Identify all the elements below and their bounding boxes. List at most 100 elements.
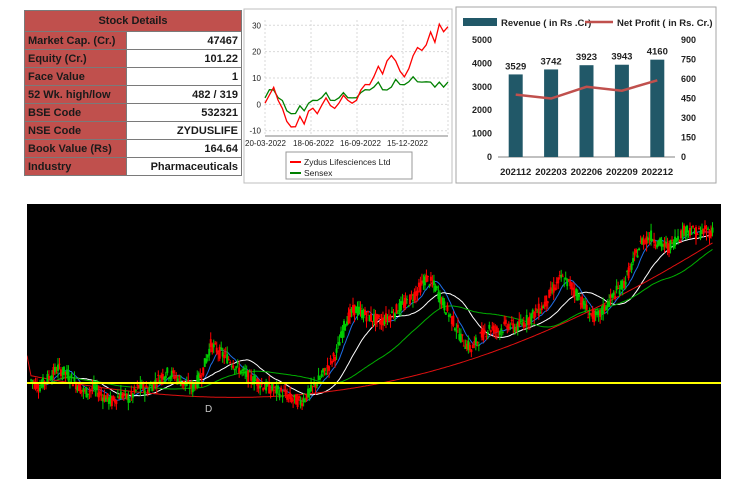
candle-body: [419, 282, 422, 293]
candle-body: [378, 320, 381, 324]
revenue-legend-swatch: [463, 18, 497, 26]
candle-body: [645, 236, 648, 244]
candle-body: [155, 384, 158, 387]
candle-body: [404, 297, 407, 306]
candle-body: [335, 348, 338, 353]
candle-body: [107, 398, 110, 404]
perf-x-tick-label: 16-09-2022: [340, 139, 381, 148]
candle-body: [136, 384, 139, 386]
candle-body: [693, 231, 696, 234]
candle-body: [461, 334, 464, 336]
candle-body: [254, 379, 257, 381]
candle-body: [299, 400, 302, 405]
perf-lines: [264, 22, 449, 128]
candle-body: [259, 385, 262, 389]
candle-body: [313, 383, 316, 385]
rev-bars: 3529 3742 3923 3943 4160: [498, 47, 675, 158]
candle-body: [516, 321, 519, 332]
candle-body: [560, 274, 563, 278]
candle-body: [61, 372, 64, 375]
rev-y-ticks: 0 1000 2000 3000 4000 5000: [472, 35, 492, 162]
stock-detail-label: NSE Code: [24, 121, 127, 140]
candle-body: [555, 281, 558, 284]
candle-body: [587, 317, 590, 319]
candle-body: [89, 389, 92, 391]
candle-body: [500, 328, 503, 331]
candle-body: [224, 352, 227, 354]
candle-body: [292, 399, 295, 401]
candle-body: [605, 306, 608, 311]
candle-body: [193, 384, 196, 388]
candle-body: [641, 238, 644, 245]
candle-body: [398, 303, 401, 312]
candle-body: [479, 332, 482, 334]
candle-body: [422, 280, 425, 283]
candle-body: [301, 403, 304, 407]
perf-x-tick-label: 15-12-2022: [387, 139, 428, 148]
candle-body: [687, 230, 690, 232]
candle-body: [206, 354, 209, 358]
candle-body: [152, 382, 155, 389]
candle-body: [651, 239, 654, 241]
candle-body: [588, 312, 591, 315]
candle-body: [341, 330, 344, 338]
candle-body: [262, 388, 265, 391]
candle-body: [569, 281, 572, 287]
candle-body: [121, 394, 124, 398]
candle-body: [131, 393, 134, 398]
candle-body: [383, 320, 386, 324]
rev-y-tick-label: 3000: [472, 82, 492, 92]
candle-body: [226, 354, 229, 364]
candle-body: [361, 309, 364, 319]
candle-body: [322, 368, 325, 373]
candle-body: [657, 240, 660, 246]
candle-body: [656, 245, 659, 248]
candle-body: [317, 375, 320, 381]
candle-body: [290, 397, 293, 403]
candle-body: [402, 302, 405, 308]
perf-grid: [264, 20, 449, 137]
candle-body: [59, 369, 62, 376]
candle-body: [266, 382, 269, 386]
candle-body: [35, 382, 38, 389]
candle-body: [118, 396, 121, 400]
candle-body: [600, 309, 603, 314]
revenue-profit-chart: Revenue ( in Rs .Cr) Net Profit ( in Rs. …: [455, 6, 717, 184]
candle-body: [85, 387, 88, 398]
candle-body: [458, 334, 461, 340]
stock-detail-label: 52 Wk. high/low: [24, 85, 127, 104]
rev-y-tick-label: 1000: [472, 129, 492, 139]
candle-body: [245, 371, 248, 378]
candle-body: [128, 400, 131, 402]
candle-body: [573, 290, 576, 296]
candle-body: [329, 358, 332, 360]
candle-body: [467, 340, 470, 351]
stock-detail-label: Industry: [24, 157, 127, 176]
candle-body: [549, 287, 552, 294]
candle-body: [145, 385, 148, 388]
candle-body: [344, 324, 347, 327]
candle-body: [585, 304, 588, 310]
candle-body: [362, 312, 365, 319]
candle-body: [181, 383, 184, 385]
candle-body: [137, 385, 140, 389]
rev-y-tick-label: 4000: [472, 58, 492, 68]
candle-body: [200, 378, 203, 381]
candle-body: [698, 227, 701, 229]
candle-body: [647, 237, 650, 241]
candle-body: [677, 236, 680, 240]
candle-body: [377, 315, 380, 318]
candle-body: [633, 253, 636, 255]
candle-body: [104, 397, 107, 402]
candle-body: [545, 295, 548, 307]
candle-body: [232, 365, 235, 369]
candle-body: [575, 288, 578, 296]
candle-body: [142, 383, 145, 391]
perf-legend-label: Sensex: [304, 168, 333, 178]
candle-body: [612, 292, 615, 296]
candle-body: [546, 301, 549, 304]
candle-body: [548, 289, 551, 298]
candle-body: [417, 282, 420, 287]
candle-body: [350, 308, 353, 313]
candle-body: [34, 381, 37, 389]
